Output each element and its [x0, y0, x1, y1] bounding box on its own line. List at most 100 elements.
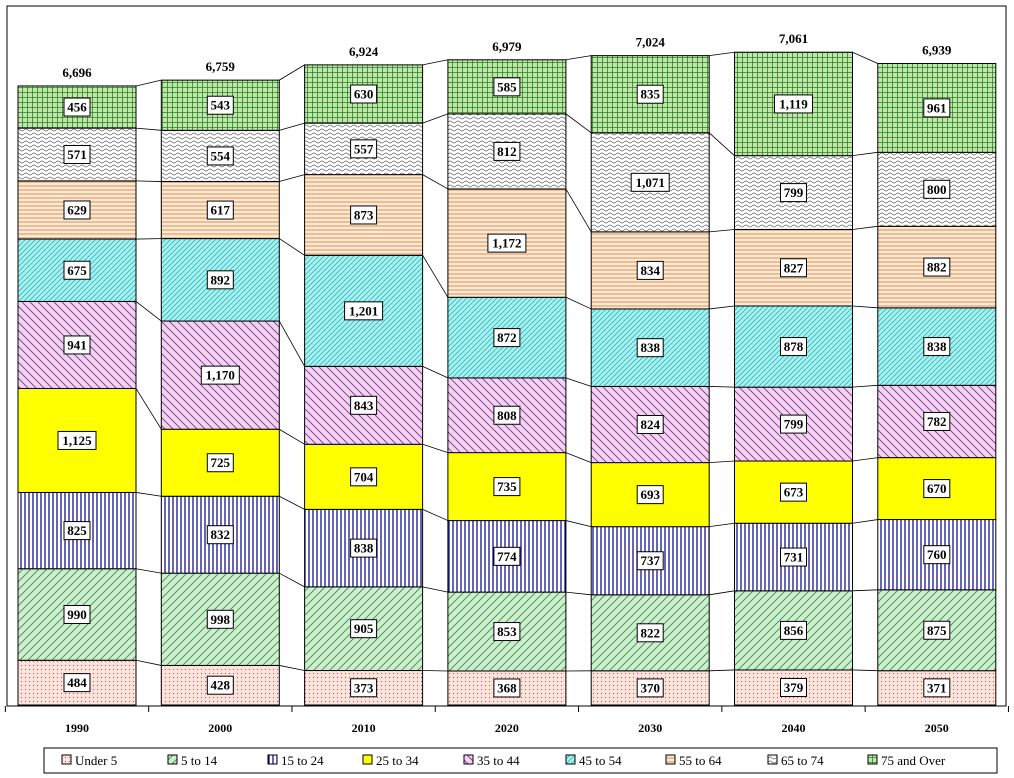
legend: Under 5 5 to 14 15 to 24 25 to 34 35 to 44 45…	[43, 747, 998, 774]
data-label-15-to-24-1990: 825	[67, 523, 87, 538]
series-connector-line	[278, 320, 305, 367]
data-label-45-to-54-2010: 1,201	[349, 303, 378, 318]
x-tick-2020: 2020	[495, 721, 519, 735]
series-connector-line	[565, 377, 592, 387]
data-label-15-to-24-2000: 832	[211, 527, 231, 542]
bar-total-2030: 7,024	[636, 35, 666, 50]
series-connector-line	[852, 589, 878, 592]
data-label-5-to-14-2020: 853	[497, 624, 517, 639]
bar-total-2040: 7,061	[779, 31, 808, 46]
bar-segment-75-and-over-2020	[447, 59, 567, 115]
legend-label-15-to-24: 15 to 24	[281, 753, 324, 768]
data-label-25-to-34-2050: 670	[927, 481, 947, 496]
legend-swatch-25-to-34	[362, 754, 373, 765]
data-label-box-75-and-over-2050	[923, 98, 951, 118]
data-label-65-to-74-2040: 799	[784, 185, 804, 200]
data-label-box-55-to-64-2020	[487, 233, 527, 253]
series-connector-line	[422, 255, 449, 298]
data-label-box-65-to-74-2030	[630, 172, 670, 192]
series-connector-line	[135, 492, 162, 497]
legend-swatch-under-5	[61, 754, 72, 765]
x-tick-2010: 2010	[352, 721, 376, 735]
series-connector-line	[135, 79, 162, 87]
series-connector-line	[565, 520, 592, 528]
data-label-box-5-to-14-1990	[63, 604, 91, 624]
data-label-35-to-44-2050: 782	[927, 414, 947, 429]
data-label-box-15-to-24-2040	[780, 547, 807, 567]
series-connector-line	[279, 122, 305, 131]
data-label-box-55-to-64-2000	[206, 200, 234, 220]
data-label-65-to-74-2010: 557	[354, 141, 374, 156]
series-connector-line	[422, 509, 449, 521]
data-label-25-to-34-2030: 693	[640, 487, 660, 502]
data-label-box-35-to-44-2040	[780, 414, 807, 434]
series-connector-line	[135, 301, 162, 322]
series-connector-line	[422, 113, 449, 124]
data-label-55-to-64-2050: 882	[927, 260, 947, 275]
series-connector-line	[852, 151, 878, 157]
data-label-under-5-2010: 373	[354, 680, 374, 695]
data-label-box-35-to-44-2030	[636, 415, 664, 435]
data-label-35-to-44-2020: 808	[497, 408, 517, 423]
data-label-65-to-74-2030: 1,071	[636, 175, 665, 190]
data-label-box-75-and-over-1990	[63, 97, 91, 117]
bar-totals-group: 6,696 6,759 6,924 6,979 7,024 7,061 6,939	[62, 31, 952, 80]
data-label-box-25-to-34-2050	[923, 479, 951, 499]
legend-label-55-to-64: 55 to 64	[679, 753, 722, 768]
data-label-75-and-over-2010: 630	[354, 86, 374, 101]
data-label-box-5-to-14-2030	[636, 623, 664, 643]
series-connector-line	[135, 180, 162, 182]
data-label-5-to-14-2010: 905	[354, 621, 374, 636]
legend-swatch-75-and-over	[867, 754, 878, 765]
data-label-55-to-64-2030: 834	[640, 263, 660, 278]
data-label-box-75-and-over-2040	[774, 94, 813, 114]
data-label-65-to-74-2000: 554	[211, 148, 231, 163]
legend-label-25-to-34: 25 to 34	[376, 753, 419, 768]
series-connector-line	[709, 229, 735, 233]
data-label-box-under-5-2030	[636, 678, 664, 698]
bar-total-2000: 6,759	[206, 59, 236, 74]
series-connector-line	[709, 522, 735, 528]
data-label-75-and-over-2040: 1,119	[779, 96, 808, 111]
data-label-box-45-to-54-1990	[63, 260, 91, 280]
data-label-box-75-and-over-2010	[350, 84, 378, 104]
data-label-box-45-to-54-2020	[493, 328, 521, 348]
data-label-box-15-to-24-2000	[206, 525, 234, 545]
data-label-box-35-to-44-2010	[350, 395, 378, 415]
data-label-under-5-2050: 371	[927, 680, 947, 695]
data-label-under-5-2040: 379	[784, 680, 804, 695]
data-label-box-under-5-2040	[780, 677, 807, 697]
bar-total-2010: 6,924	[349, 44, 379, 59]
x-tick-1990: 1990	[65, 721, 89, 735]
x-tick-2040: 2040	[782, 721, 806, 735]
series-connector-line	[279, 64, 305, 81]
series-connector-line	[279, 572, 305, 588]
series-connector-line	[709, 669, 735, 672]
data-label-box-25-to-34-2040	[780, 482, 807, 502]
data-label-75-and-over-1990: 456	[67, 100, 87, 115]
data-label-15-to-24-2050: 760	[927, 547, 947, 562]
series-connector-line	[852, 305, 878, 309]
data-label-55-to-64-2000: 617	[211, 203, 231, 218]
data-label-25-to-34-2020: 735	[497, 479, 517, 494]
data-label-25-to-34-1990: 1,125	[62, 433, 92, 448]
series-connector-line	[565, 296, 592, 310]
data-label-box-15-to-24-2030	[636, 551, 664, 571]
data-label-box-5-to-14-2040	[780, 620, 807, 640]
data-label-box-15-to-24-2050	[923, 545, 951, 565]
data-label-75-and-over-2000: 543	[211, 98, 231, 113]
data-label-box-15-to-24-2010	[350, 538, 378, 558]
connector-lines	[135, 51, 878, 672]
data-label-45-to-54-2020: 872	[497, 330, 517, 345]
x-axis-ticks: 1990 2000 2010 2020 2030 2040 2050	[4, 705, 1009, 735]
series-connector-line	[709, 305, 735, 310]
legend-label-5-to-14: 5 to 14	[181, 753, 218, 768]
x-tick-2030: 2030	[638, 721, 662, 735]
series-connector-line	[422, 59, 448, 66]
data-label-15-to-24-2010: 838	[354, 541, 374, 556]
data-label-25-to-34-2000: 725	[211, 455, 231, 470]
legend-swatch-35-to-44	[463, 754, 474, 765]
series-connector-line	[709, 460, 735, 463]
data-label-55-to-64-2010: 873	[354, 207, 374, 222]
data-label-box-45-to-54-2010	[344, 301, 384, 321]
